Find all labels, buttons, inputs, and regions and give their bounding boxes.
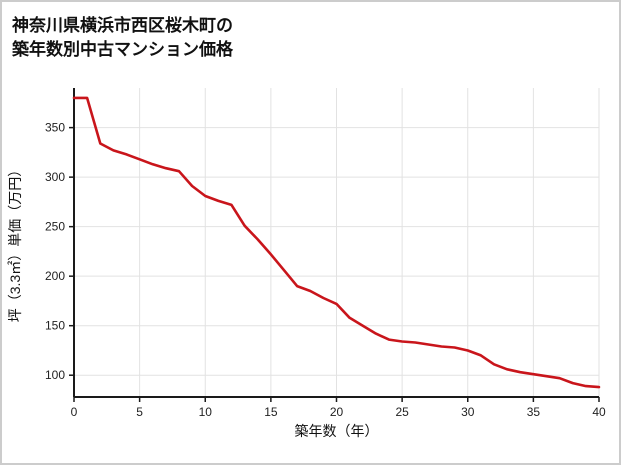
svg-text:15: 15 [264,405,278,419]
svg-text:10: 10 [199,405,213,419]
svg-text:40: 40 [592,405,606,419]
price-line-chart: 0 5 10 15 20 25 30 35 40 100 150 200 250 300 350 築年数（年）… [7,88,606,439]
svg-text:300: 300 [45,170,65,184]
chart-title-line-2: 築年数別中古マンション価格 [12,40,233,60]
svg-text:150: 150 [45,319,65,333]
svg-text:250: 250 [45,220,65,234]
svg-text:100: 100 [45,368,65,382]
svg-text:坪（3.3㎡）単価（万円）: 坪（3.3㎡）単価（万円） [7,163,23,322]
svg-text:35: 35 [527,405,541,419]
svg-text:0: 0 [71,405,78,419]
svg-text:30: 30 [461,405,475,419]
svg-text:築年数（年）: 築年数（年） [295,423,379,439]
svg-text:25: 25 [395,405,409,419]
svg-text:350: 350 [45,121,65,135]
svg-text:20: 20 [330,405,344,419]
chart-title: 神奈川県横浜市西区桜木町の 築年数別中古マンション価格 [2,2,619,78]
svg-text:200: 200 [45,269,65,283]
chart-title-line-1: 神奈川県横浜市西区桜木町の [12,16,233,35]
svg-text:5: 5 [136,405,143,419]
